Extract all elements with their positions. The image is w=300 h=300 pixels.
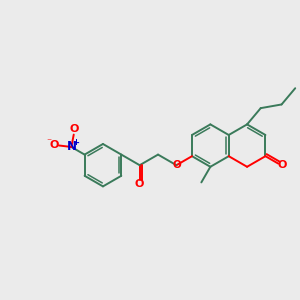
Text: O: O: [172, 160, 181, 170]
Text: O: O: [135, 179, 144, 190]
Text: O: O: [69, 124, 78, 134]
Text: N: N: [66, 140, 76, 154]
Text: O: O: [49, 140, 58, 151]
Text: O: O: [278, 160, 287, 170]
Text: +: +: [72, 138, 79, 147]
Text: ⁻: ⁻: [46, 137, 51, 147]
